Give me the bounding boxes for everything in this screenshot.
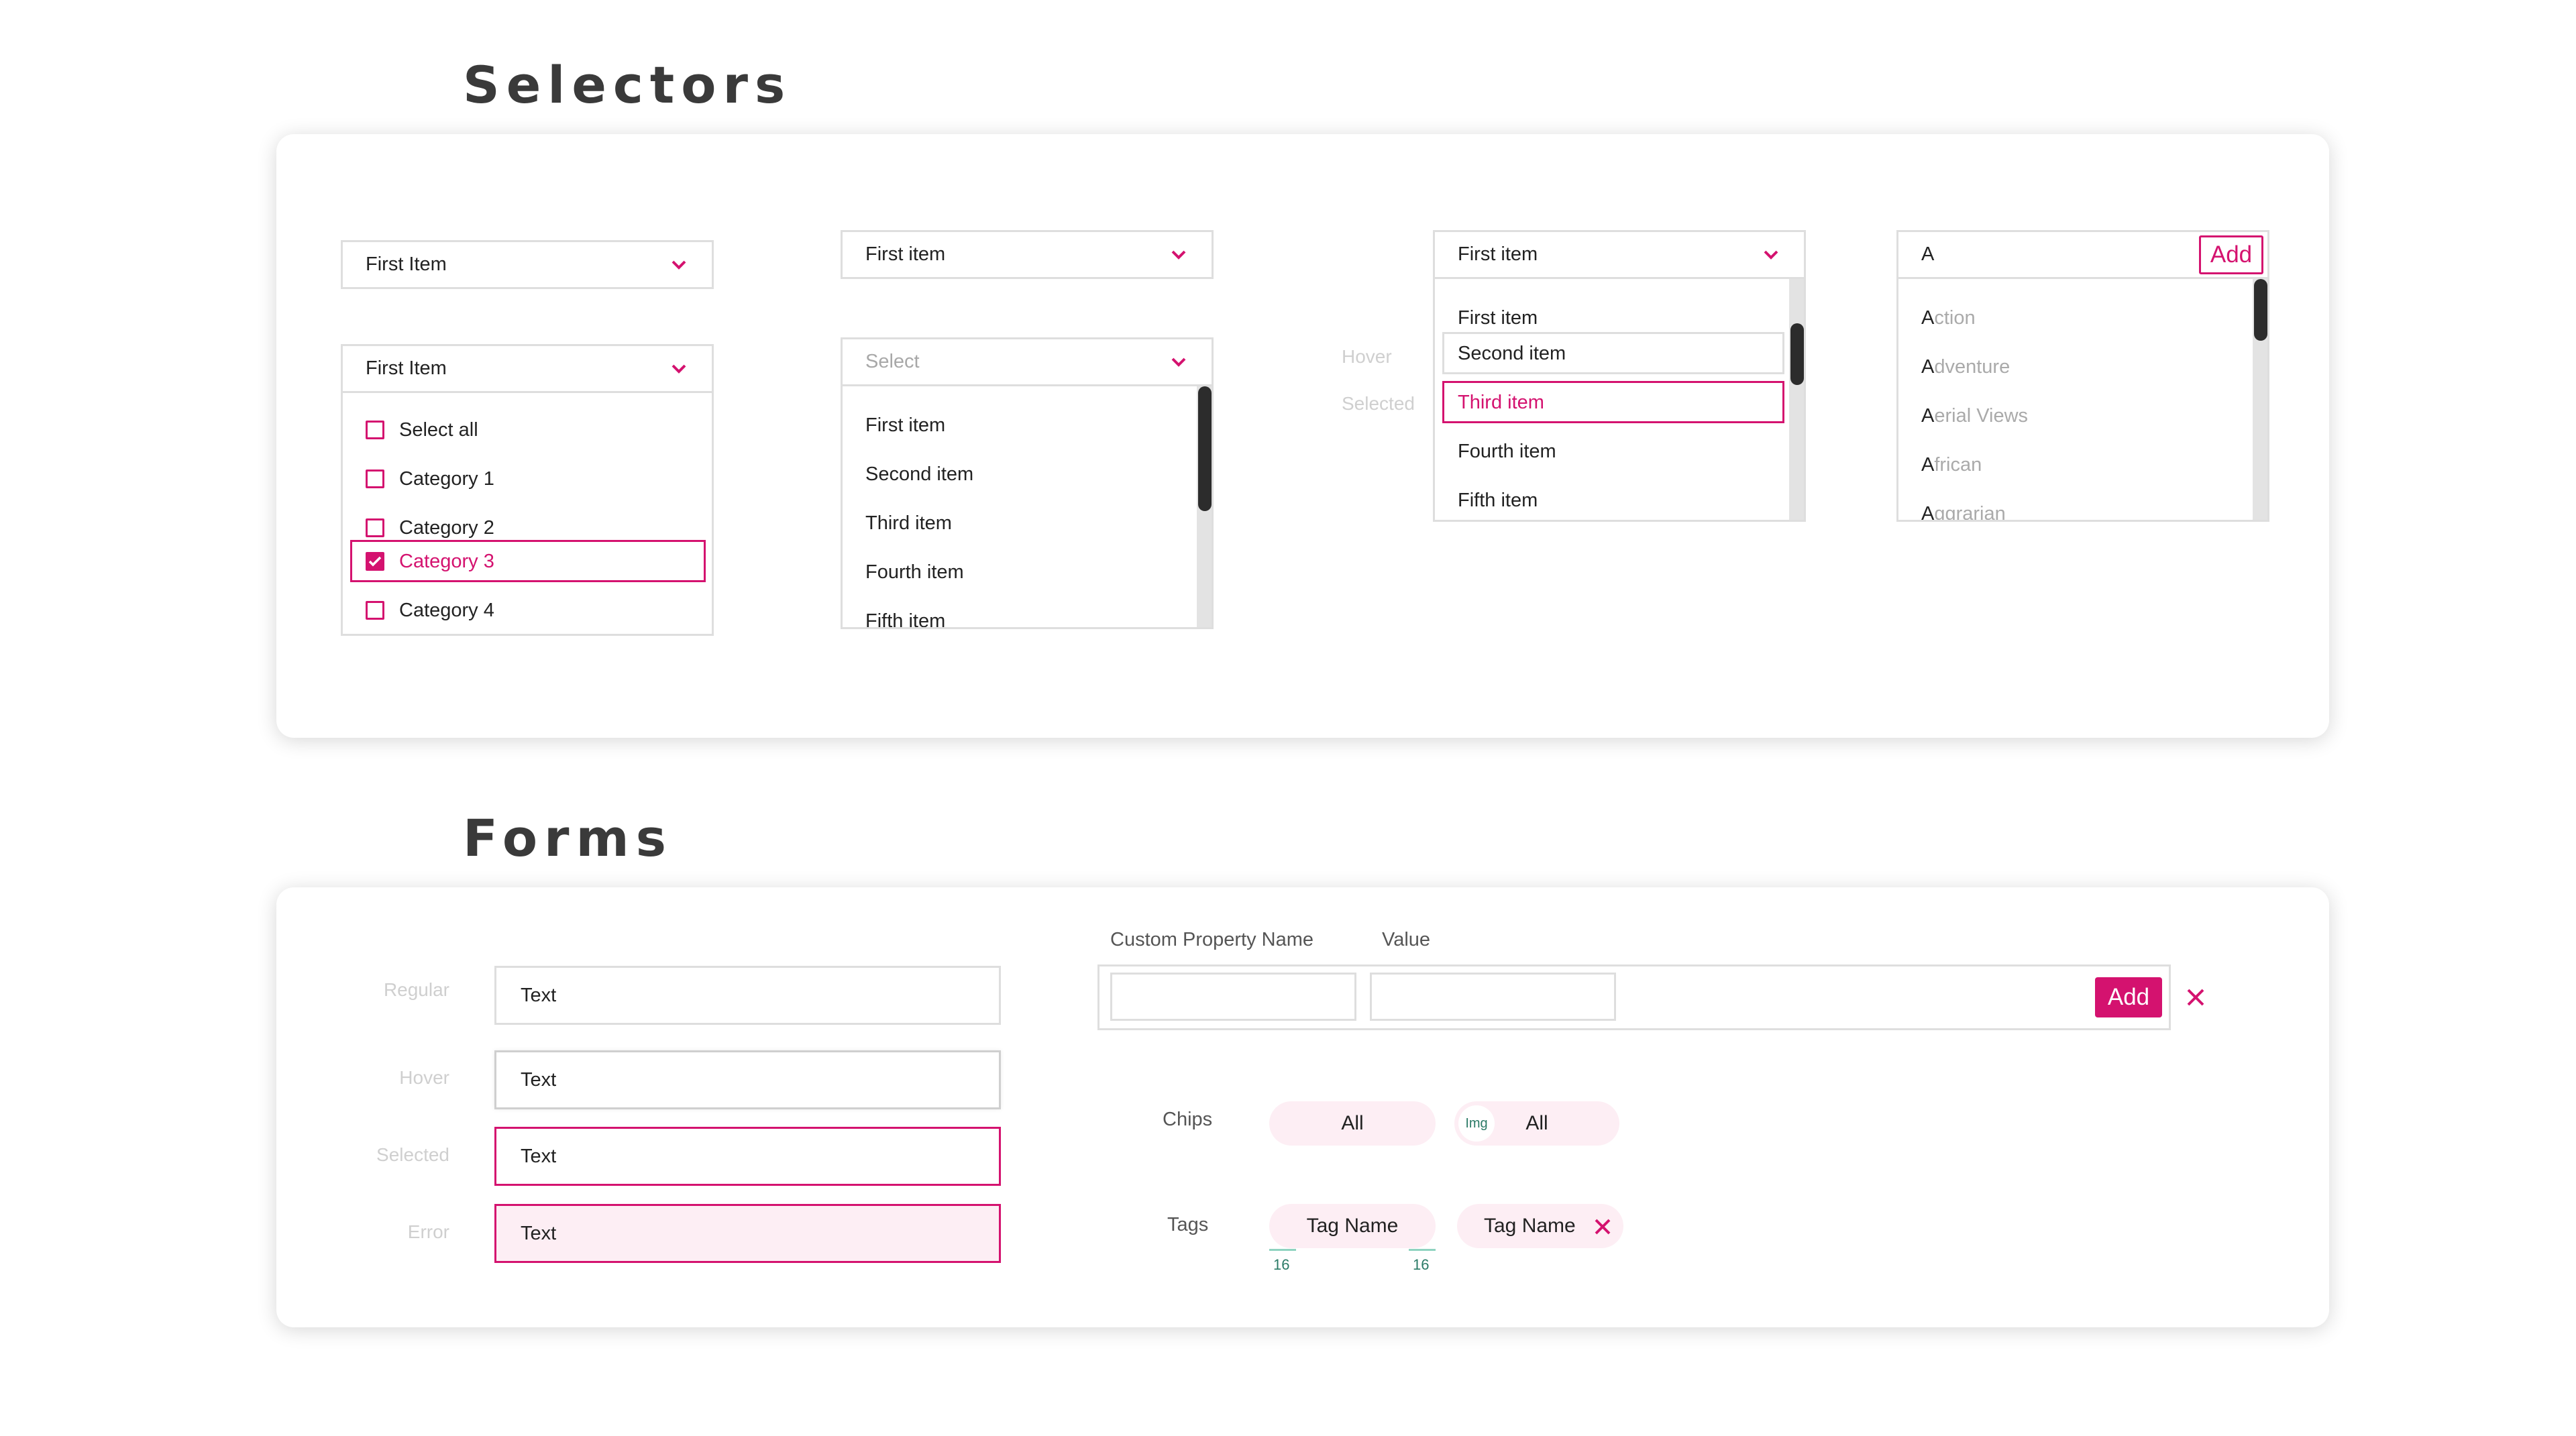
- checkbox-icon[interactable]: [366, 421, 384, 439]
- dropdown-placeholder: Select: [865, 351, 920, 372]
- scrollbar-thumb[interactable]: [1790, 323, 1804, 385]
- custom-property-name-input[interactable]: [1110, 973, 1356, 1021]
- custom-property-name-header: Custom Property Name: [1110, 929, 1313, 950]
- forms-heading: Forms: [463, 808, 673, 868]
- option-category-2[interactable]: Category 2: [366, 514, 494, 541]
- option-item[interactable]: Fourth item: [1458, 441, 1556, 462]
- checkbox-icon[interactable]: [366, 518, 384, 537]
- tag-item-removable[interactable]: Tag Name: [1457, 1204, 1623, 1248]
- close-icon[interactable]: [2186, 987, 2206, 1007]
- dropdown-select-open[interactable]: Select: [841, 337, 1214, 386]
- text-input-hover[interactable]: Text: [494, 1050, 1001, 1109]
- option-label: Select all: [399, 419, 478, 441]
- dropdown-simple[interactable]: First item: [841, 230, 1214, 279]
- chip-all-with-image[interactable]: Img All: [1454, 1101, 1619, 1146]
- selected-row-highlight: [1442, 381, 1784, 423]
- spacing-label-left: 16: [1273, 1256, 1290, 1273]
- option-select-all[interactable]: Select all: [366, 417, 478, 443]
- selected-state-label: Selected: [1342, 393, 1415, 414]
- suggestion-item[interactable]: Adventure: [1921, 356, 2010, 378]
- checkbox-icon[interactable]: [366, 470, 384, 488]
- tag-item[interactable]: Tag Name: [1269, 1204, 1436, 1248]
- suggestion-item[interactable]: Action: [1921, 307, 1976, 329]
- dropdown-states-list: First item Second item Third item Fourth…: [1433, 279, 1806, 522]
- chip-all[interactable]: All: [1269, 1101, 1436, 1146]
- text-input-error[interactable]: Text: [494, 1204, 1001, 1263]
- option-item[interactable]: First item: [1458, 307, 1538, 329]
- option-label: Category 2: [399, 516, 494, 539]
- text-input-regular[interactable]: Text: [494, 966, 1001, 1025]
- suggestion-item[interactable]: Aggrarian: [1921, 503, 2006, 522]
- custom-property-value-header: Value: [1382, 929, 1431, 950]
- option-item[interactable]: Second item: [865, 463, 974, 485]
- remove-tag-icon[interactable]: [1593, 1217, 1613, 1237]
- option-category-3[interactable]: Category 3: [366, 548, 494, 575]
- text-input-selected[interactable]: Text: [494, 1127, 1001, 1186]
- chevron-down-icon: [1171, 357, 1186, 367]
- scrollbar-thumb[interactable]: [1198, 386, 1212, 511]
- autocomplete-query: A: [1921, 243, 1935, 265]
- chips-label: Chips: [1163, 1109, 1213, 1130]
- checkbox-icon[interactable]: [366, 601, 384, 620]
- chip-label: All: [1525, 1112, 1548, 1134]
- checkbox-checked-icon[interactable]: [366, 552, 384, 571]
- chevron-down-icon: [672, 260, 686, 270]
- custom-property-value-input[interactable]: [1370, 973, 1616, 1021]
- spacing-label-right: 16: [1413, 1256, 1430, 1273]
- spacing-guide-left: [1269, 1249, 1296, 1251]
- tags-label: Tags: [1167, 1214, 1209, 1235]
- option-item[interactable]: Third item: [865, 512, 952, 534]
- scrollbar-track[interactable]: [1789, 279, 1804, 520]
- hover-row-highlight: [1442, 332, 1784, 374]
- tag-label: Tag Name: [1484, 1215, 1576, 1237]
- dropdown-value: First item: [1458, 243, 1538, 265]
- chevron-up-down-icon: [672, 364, 686, 374]
- dropdown-states[interactable]: First item: [1433, 230, 1806, 279]
- hover-state-label: Hover: [1342, 346, 1392, 367]
- option-label: Category 4: [399, 599, 494, 621]
- multi-select-list: Select all Category 1 Category 2 Categor…: [341, 393, 714, 636]
- add-property-button[interactable]: Add: [2095, 977, 2162, 1017]
- input-label-selected: Selected: [376, 1144, 449, 1165]
- chevron-down-icon: [1171, 250, 1186, 260]
- option-category-4[interactable]: Category 4: [366, 597, 494, 624]
- option-item-hover[interactable]: Second item: [1458, 343, 1566, 364]
- selected-row-highlight: [350, 540, 706, 582]
- option-item[interactable]: Fourth item: [865, 561, 964, 583]
- option-item[interactable]: Fifth item: [865, 610, 946, 629]
- multi-select-value: First Item: [366, 357, 447, 379]
- chip-image-icon: Img: [1458, 1105, 1495, 1142]
- multi-select-dropdown[interactable]: First Item: [341, 344, 714, 393]
- spacing-guide-right: [1409, 1249, 1436, 1251]
- option-label: Category 3: [399, 550, 494, 572]
- suggestion-item[interactable]: African: [1921, 454, 1982, 476]
- chevron-down-icon: [1764, 250, 1778, 260]
- dropdown-value: First item: [865, 243, 946, 265]
- scrollbar-thumb[interactable]: [2254, 279, 2267, 341]
- input-label-hover: Hover: [399, 1067, 449, 1088]
- dropdown-value: First Item: [366, 254, 447, 275]
- option-category-1[interactable]: Category 1: [366, 465, 494, 492]
- option-label: Category 1: [399, 467, 494, 490]
- add-button[interactable]: Add: [2199, 235, 2263, 274]
- input-label-error: Error: [407, 1221, 449, 1242]
- option-item[interactable]: Fifth item: [1458, 490, 1538, 511]
- option-item-selected[interactable]: Third item: [1458, 392, 1544, 413]
- input-label-regular: Regular: [383, 979, 449, 1000]
- suggestion-item[interactable]: Aerial Views: [1921, 405, 2029, 427]
- option-item[interactable]: First item: [865, 415, 946, 436]
- dropdown-first-item[interactable]: First Item: [341, 240, 714, 289]
- selectors-heading: Selectors: [463, 55, 792, 115]
- autocomplete-input[interactable]: A Add: [1896, 230, 2269, 279]
- dropdown-options-list: First item Second item Third item Fourth…: [841, 386, 1214, 629]
- autocomplete-suggestions: Action Adventure Aerial Views African Ag…: [1896, 279, 2269, 522]
